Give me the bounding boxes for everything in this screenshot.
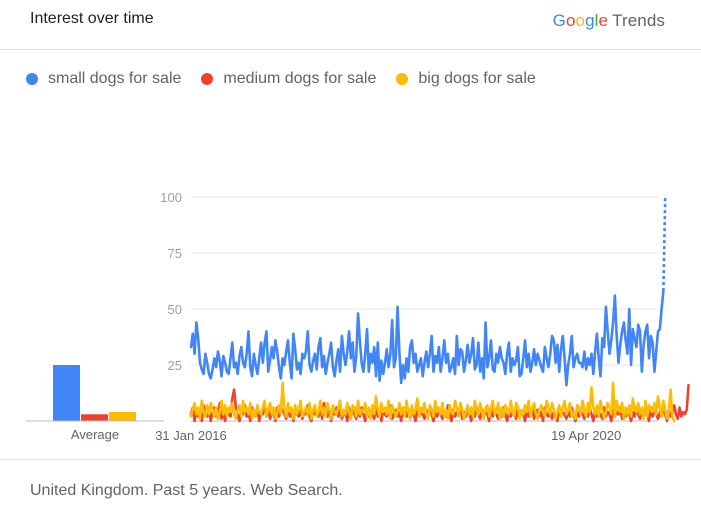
legend-dot-icon — [396, 73, 409, 85]
x-axis-labels: 31 Jan 2016 19 Apr 2020 — [155, 428, 621, 443]
series-line-2 — [189, 381, 676, 423]
legend-label: big dogs for sale — [418, 70, 536, 87]
footer-divider — [0, 459, 701, 460]
average-bars: Average — [26, 365, 164, 442]
x-tick-label: 19 Apr 2020 — [551, 428, 621, 443]
series-line-partial — [662, 196, 667, 292]
x-tick-label: 31 Jan 2016 — [155, 428, 227, 443]
series-lines — [189, 196, 690, 423]
y-tick-label: 25 — [168, 358, 182, 373]
average-label: Average — [71, 427, 119, 442]
footer-text: United Kingdom. Past 5 years. Web Search… — [30, 482, 343, 499]
google-trends-logo: Google Trends — [552, 11, 665, 30]
legend-dot-icon — [201, 73, 214, 85]
legend-item-medium[interactable]: medium dogs for sale — [201, 70, 376, 88]
average-bar — [53, 365, 80, 421]
interest-chart: 25 50 75 100 Average 31 Jan 2016 19 Apr 2020 — [26, 190, 690, 443]
header-divider — [0, 49, 701, 50]
y-tick-label: 100 — [160, 190, 182, 205]
chart-title: Interest over time — [30, 10, 154, 27]
brand-product: Trends — [612, 11, 665, 30]
y-tick-label: 50 — [168, 302, 182, 317]
legend: small dogs for sale medium dogs for sale… — [26, 70, 556, 88]
legend-label: small dogs for sale — [48, 70, 182, 87]
y-tick-label: 75 — [168, 246, 182, 261]
legend-label: medium dogs for sale — [223, 70, 377, 87]
average-bar — [109, 412, 136, 421]
legend-dot-icon — [26, 73, 38, 85]
legend-item-small[interactable]: small dogs for sale — [26, 70, 181, 88]
chart-header: Interest over time Google Trends — [0, 0, 701, 50]
grid: 25 50 75 100 — [160, 190, 658, 422]
average-bar — [81, 414, 108, 421]
series-line-0 — [189, 289, 665, 387]
legend-item-big[interactable]: big dogs for sale — [396, 70, 536, 88]
